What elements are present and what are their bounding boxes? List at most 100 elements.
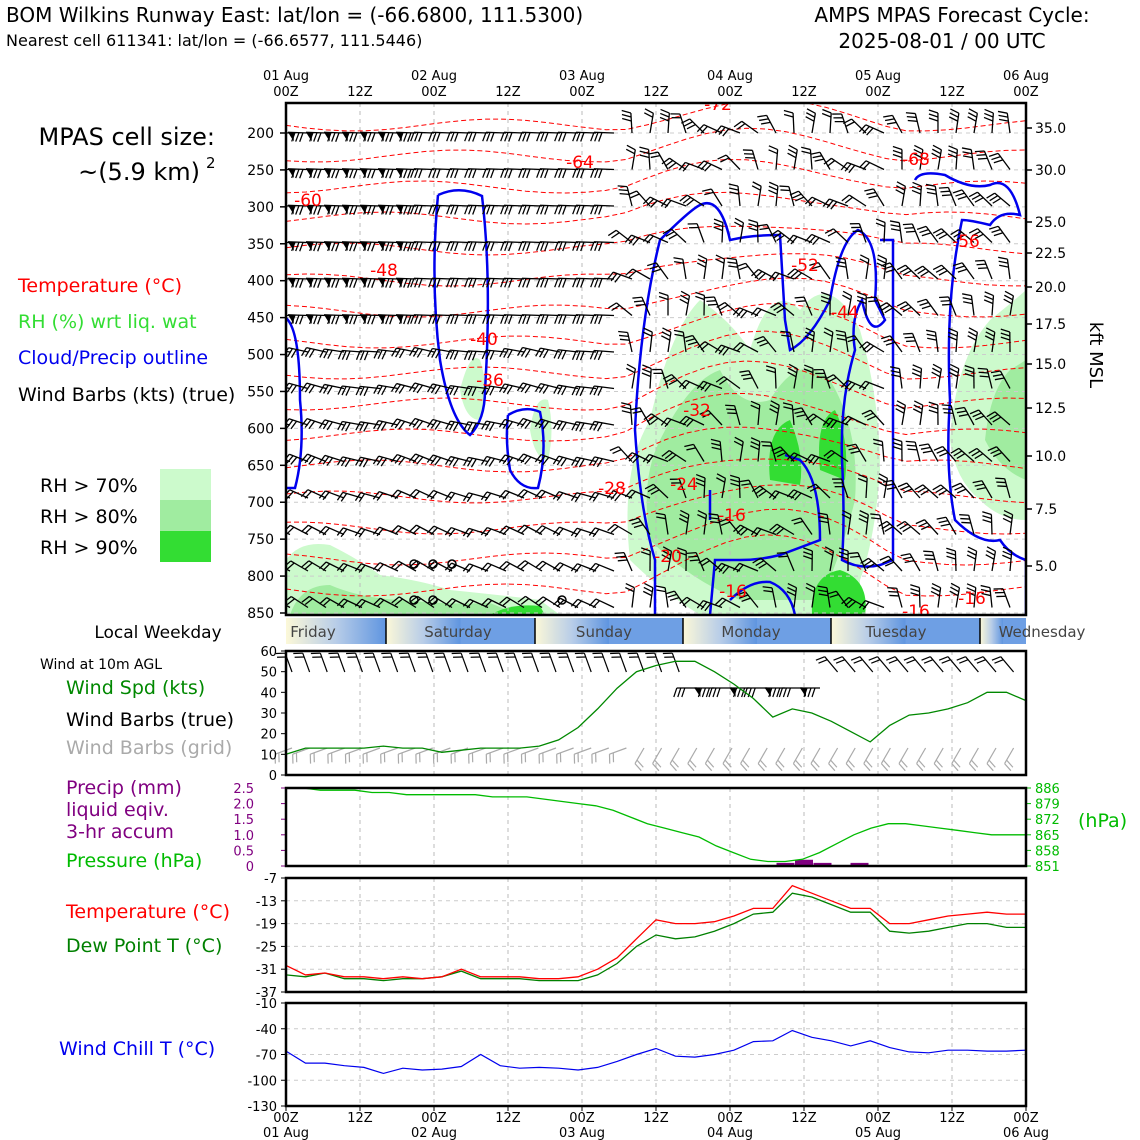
wind-barb <box>921 656 944 673</box>
wind-barb <box>804 453 831 466</box>
wind-barb <box>953 262 975 280</box>
precip-bar <box>850 862 869 866</box>
wind-barb <box>835 329 849 353</box>
rh-region <box>985 360 1026 480</box>
wind-barb <box>842 118 867 134</box>
wind-barb <box>464 168 489 179</box>
wind-barb <box>648 151 669 170</box>
wind-barb <box>860 557 885 572</box>
bottom-axis-date: 04 Aug <box>707 1126 753 1140</box>
y-tick-label: 0 <box>269 769 277 784</box>
wind-barb <box>932 264 957 280</box>
wind-barb <box>696 124 723 134</box>
wind-barb <box>948 363 960 389</box>
temperature-contour <box>286 534 1026 597</box>
wind-barb <box>757 114 777 134</box>
wind-barb <box>662 374 687 389</box>
cell-size-line1: MPAS cell size: <box>39 123 215 151</box>
wind-barb <box>518 314 543 325</box>
wind-barb <box>1000 328 1011 353</box>
wind-barb <box>536 204 561 215</box>
wind-barb <box>410 314 435 325</box>
wind-barb <box>416 652 434 673</box>
pressure-tick-label: 886 <box>1035 782 1060 797</box>
pressure-tick-label: 450 <box>247 311 274 327</box>
temperature-contour <box>286 277 1026 318</box>
wind-barb <box>905 112 921 134</box>
wind-barb <box>768 181 779 207</box>
wind-barb <box>824 228 849 243</box>
wind-barb <box>941 404 957 426</box>
wind-barb <box>856 291 867 316</box>
wind-barb <box>886 656 909 673</box>
kft-tick-label: 22.5 <box>1035 246 1066 262</box>
wind-barb <box>733 120 759 134</box>
wind-barb <box>817 585 831 608</box>
y-tick-label: 60 <box>260 645 277 660</box>
wind-barb <box>427 561 453 572</box>
top-axis-date: 03 Aug <box>559 69 605 84</box>
wind-barb <box>803 364 814 389</box>
top-axis-date: 04 Aug <box>707 69 753 84</box>
wind-barb <box>670 113 687 134</box>
wind-barb <box>627 652 645 673</box>
pressure-label: Pressure (hPa) <box>66 850 202 872</box>
wind-barb <box>989 225 1011 243</box>
wind-barb <box>625 583 636 608</box>
wind-barb <box>621 109 633 134</box>
wind-barb <box>354 492 381 503</box>
wind-barb <box>462 563 489 574</box>
series-line <box>285 1029 1027 1075</box>
wind-barb <box>395 241 417 252</box>
wind-barb <box>410 277 435 288</box>
wind-barb <box>480 598 507 609</box>
wind-barb <box>846 443 867 462</box>
wind-barb <box>381 652 399 673</box>
wind-barb <box>287 168 309 179</box>
wind-barb <box>590 131 615 142</box>
top-axis-date: 05 Aug <box>855 69 901 84</box>
wind-barb <box>968 191 993 207</box>
wind-barb <box>318 419 345 431</box>
precip-tick-label: 1.0 <box>233 829 254 844</box>
rh-region <box>460 358 485 420</box>
wind-barb <box>274 747 293 764</box>
wind-barb <box>607 523 633 536</box>
wind-barb <box>805 108 817 134</box>
wind-barb <box>986 747 997 772</box>
wind-barb <box>947 145 958 170</box>
temperature-contour <box>286 484 1026 535</box>
wind-barb <box>962 293 975 316</box>
wind-barb <box>804 327 816 353</box>
pressure-tick-label: 700 <box>247 495 274 511</box>
wind-barb <box>446 277 471 288</box>
wind-barb <box>679 596 705 609</box>
wind-barb <box>751 485 777 499</box>
wind-barb <box>554 131 579 142</box>
temperature-contour <box>286 158 1026 194</box>
wind-barb <box>859 341 885 353</box>
wind-barb <box>697 509 708 535</box>
pressure-tick-label: 550 <box>247 384 274 400</box>
wind-barb <box>464 314 489 325</box>
wind-barb <box>952 189 975 207</box>
wind-barb <box>752 557 777 572</box>
kft-tick-label: 7.5 <box>1035 502 1057 518</box>
precip-label-1: Precip (mm) <box>66 777 182 799</box>
wind-barb <box>486 652 504 673</box>
wind-barb <box>768 271 795 282</box>
wind-barb <box>997 110 1011 134</box>
wind-barb <box>677 547 687 572</box>
wind-barb <box>804 233 831 246</box>
temperature-contour <box>286 303 1026 349</box>
top-axis-date: 06 Aug <box>1003 69 1049 84</box>
wind-barb <box>500 314 525 325</box>
wind-barb <box>987 446 1011 462</box>
wind-barb <box>516 417 543 430</box>
wind-barb <box>323 277 345 288</box>
wind-barb <box>359 277 381 288</box>
wind-barb <box>536 241 561 252</box>
wind-barb <box>552 455 579 467</box>
